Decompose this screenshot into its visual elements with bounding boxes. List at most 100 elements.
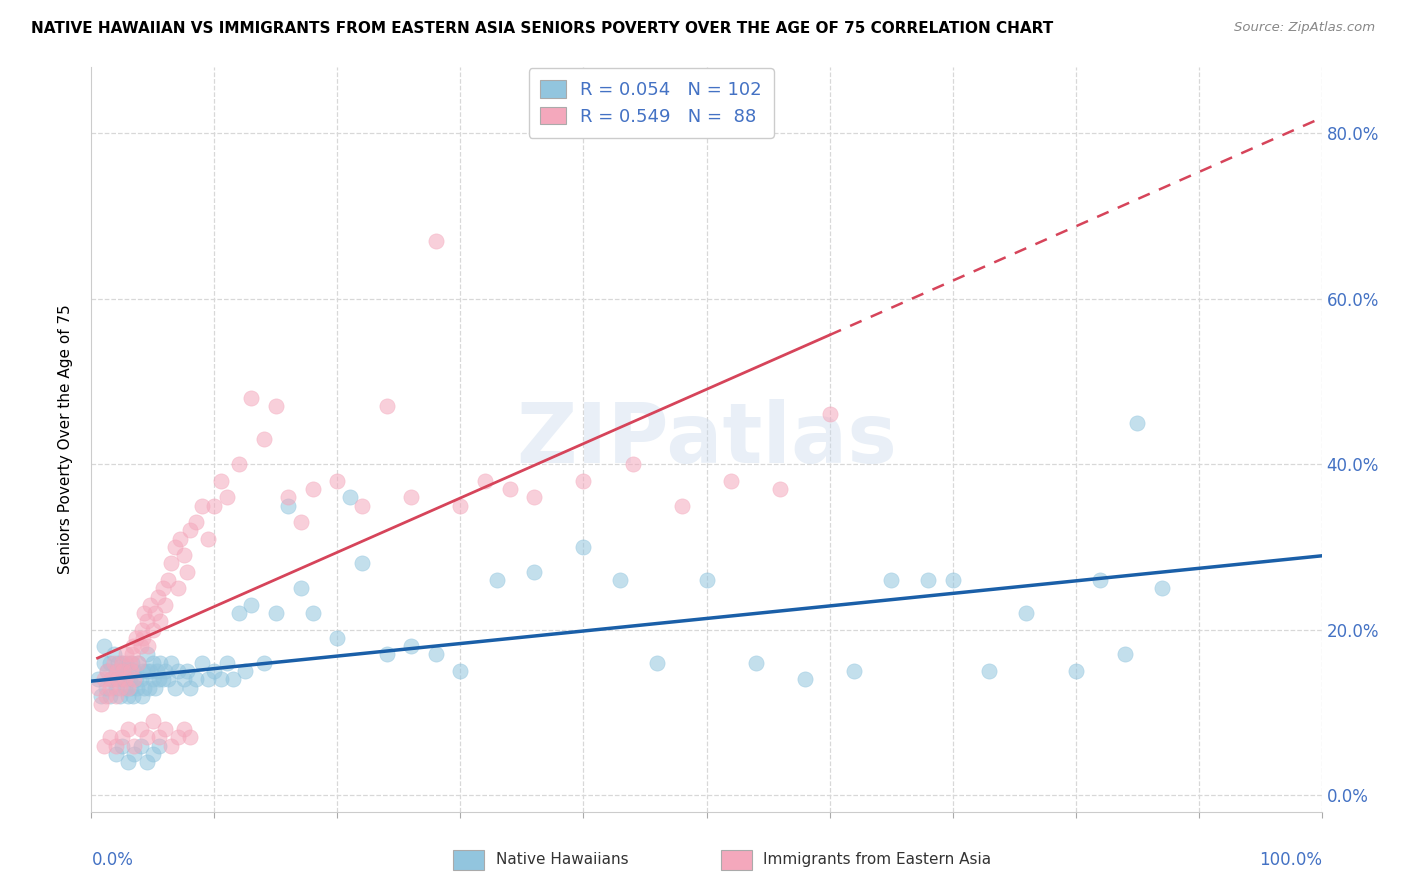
Point (917, 573, 939, 587)
Point (153, 664, 177, 678)
Point (173, 548, 195, 562)
Text: Native Hawaiians: Native Hawaiians (495, 853, 628, 867)
Point (148, 739, 170, 753)
Point (134, 606, 156, 620)
Point (136, 639, 159, 653)
Point (202, 664, 225, 678)
Point (118, 656, 141, 670)
Point (135, 648, 157, 662)
Point (120, 681, 142, 695)
Point (621, 457, 644, 471)
Point (184, 515, 207, 529)
Point (156, 673, 179, 687)
Point (173, 722, 195, 736)
Point (114, 681, 136, 695)
Point (105, 739, 127, 753)
Point (228, 457, 250, 471)
Point (93, 639, 115, 653)
Point (131, 689, 153, 703)
Point (301, 482, 323, 496)
Point (326, 474, 349, 488)
Point (117, 722, 139, 736)
Text: ZIPatlas: ZIPatlas (516, 399, 897, 480)
Point (121, 648, 143, 662)
Point (209, 474, 232, 488)
Point (160, 739, 183, 753)
Point (112, 664, 135, 678)
Point (645, 656, 669, 670)
Point (233, 664, 256, 678)
Point (105, 689, 127, 703)
Point (197, 673, 219, 687)
Point (142, 656, 165, 670)
Point (169, 532, 191, 546)
Point (301, 606, 323, 620)
Point (135, 664, 157, 678)
Point (240, 598, 263, 612)
Point (176, 664, 198, 678)
Point (132, 631, 155, 645)
Point (93, 656, 115, 670)
Point (842, 664, 865, 678)
Point (100, 673, 122, 687)
Point (253, 656, 276, 670)
Point (121, 656, 143, 670)
Point (572, 474, 595, 488)
Point (191, 499, 214, 513)
Point (671, 499, 693, 513)
Point (215, 656, 238, 670)
Point (375, 648, 398, 662)
Point (176, 565, 198, 579)
Point (120, 664, 142, 678)
Point (135, 755, 157, 769)
Point (96, 681, 117, 695)
Point (197, 532, 219, 546)
Point (166, 730, 188, 744)
Point (449, 499, 471, 513)
Point (96, 689, 117, 703)
Point (142, 673, 165, 687)
Point (498, 482, 520, 496)
Point (103, 648, 125, 662)
Point (131, 623, 153, 637)
Point (103, 656, 125, 670)
Point (96, 664, 118, 678)
Point (145, 681, 166, 695)
Point (880, 573, 903, 587)
Point (124, 664, 146, 678)
Point (425, 234, 447, 248)
Point (142, 714, 165, 728)
Point (98, 656, 121, 670)
Point (166, 664, 188, 678)
Point (108, 681, 131, 695)
Point (127, 656, 149, 670)
Point (117, 664, 139, 678)
Point (166, 582, 188, 596)
Point (1126, 416, 1149, 430)
Point (86, 681, 108, 695)
Point (98, 689, 121, 703)
Point (290, 515, 312, 529)
Point (105, 747, 127, 761)
Point (184, 673, 207, 687)
Point (163, 540, 186, 554)
Point (352, 499, 374, 513)
Point (96, 664, 118, 678)
Point (179, 730, 201, 744)
Point (135, 615, 157, 629)
Point (1150, 582, 1173, 596)
Point (134, 681, 156, 695)
Point (609, 573, 631, 587)
Point (160, 557, 183, 571)
Point (112, 664, 135, 678)
Point (253, 432, 276, 446)
Point (720, 474, 742, 488)
Text: NATIVE HAWAIIAN VS IMMIGRANTS FROM EASTERN ASIA SENIORS POVERTY OVER THE AGE OF : NATIVE HAWAIIAN VS IMMIGRANTS FROM EASTE… (31, 21, 1053, 36)
Point (142, 747, 165, 761)
Point (173, 673, 195, 687)
Point (90, 689, 112, 703)
Point (1015, 606, 1038, 620)
Text: Source: ZipAtlas.com: Source: ZipAtlas.com (1234, 21, 1375, 34)
Point (1064, 664, 1087, 678)
Point (941, 573, 963, 587)
